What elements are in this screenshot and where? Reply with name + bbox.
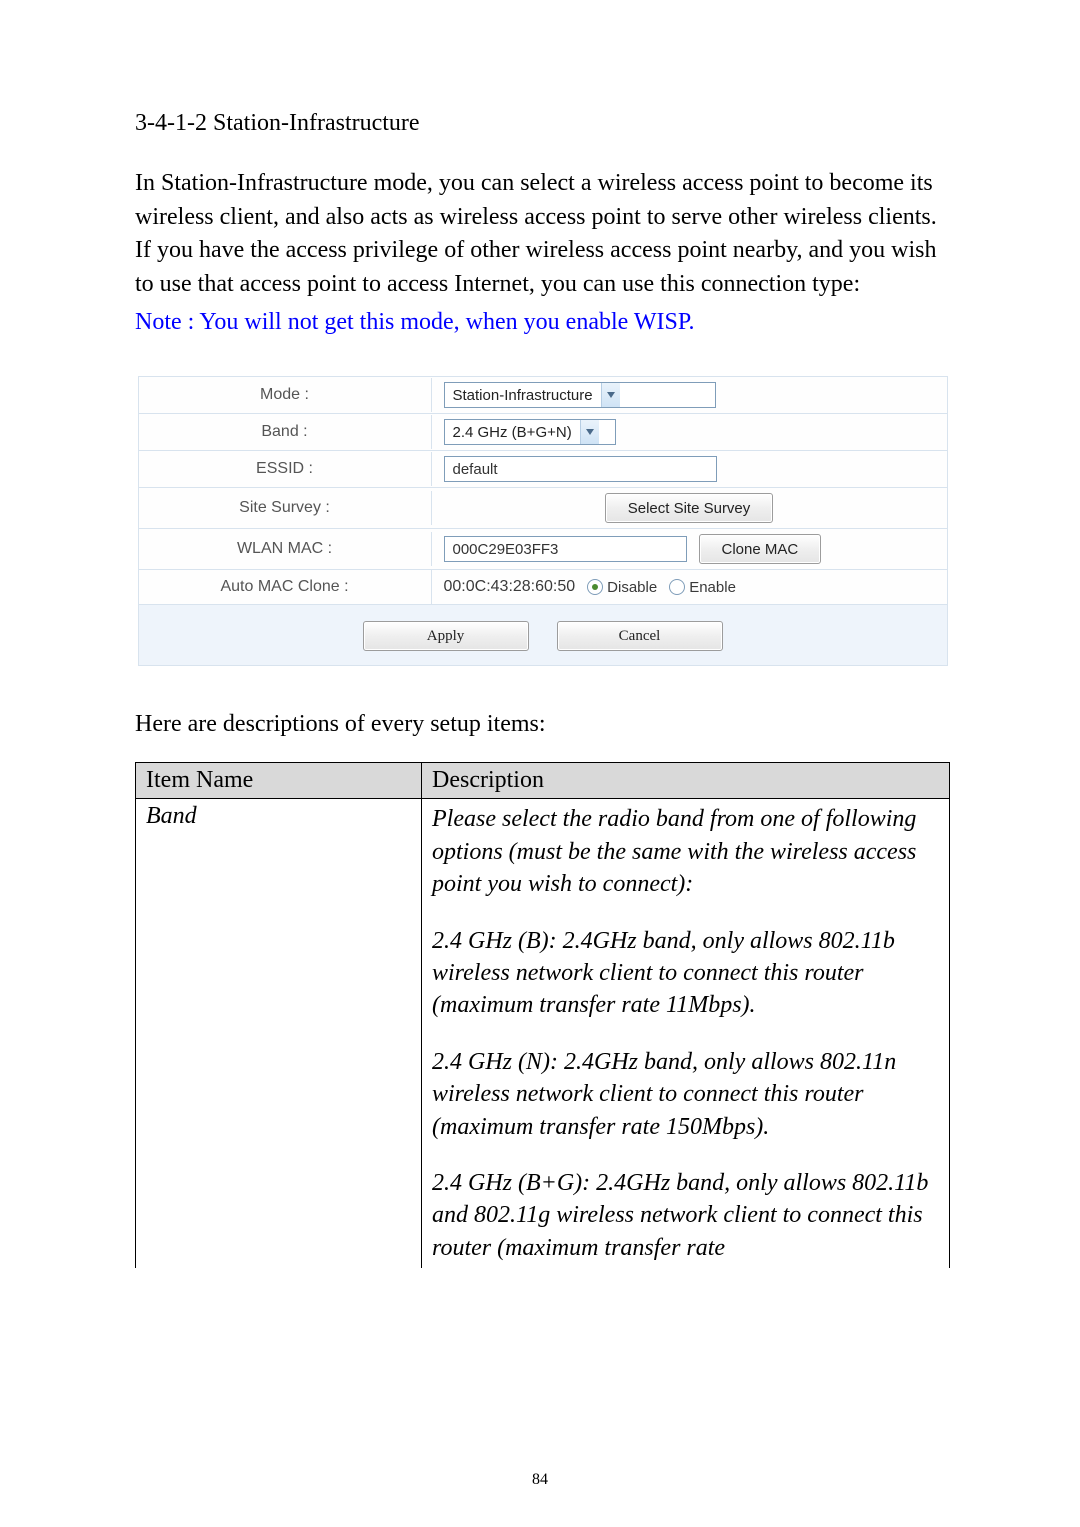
essid-input[interactable]: default — [444, 456, 717, 482]
chevron-down-icon — [601, 383, 620, 407]
enable-radio-label: Enable — [689, 579, 736, 596]
disable-radio-label: Disable — [607, 579, 657, 596]
mode-select-value: Station-Infrastructure — [445, 387, 601, 404]
essid-label: ESSID : — [139, 452, 432, 486]
settings-panel: Mode : Station-Infrastructure Band : 2.4… — [138, 376, 948, 605]
action-bar: Apply Cancel — [138, 605, 948, 666]
desc-p1: Please select the radio band from one of… — [432, 803, 939, 900]
table-header-name: Item Name — [136, 763, 422, 799]
enable-radio[interactable] — [669, 579, 685, 595]
intro-text: In Station-Infrastructure mode, you can … — [135, 167, 950, 301]
wlan-mac-label: WLAN MAC : — [139, 532, 432, 566]
clone-mac-button[interactable]: Clone MAC — [699, 534, 822, 564]
descriptions-intro: Here are descriptions of every setup ite… — [135, 711, 950, 738]
apply-button[interactable]: Apply — [363, 621, 529, 651]
items-table: Item Name Description Band Please select… — [135, 762, 950, 1268]
chevron-down-icon — [580, 420, 599, 444]
note-text: Note : You will not get this mode, when … — [135, 309, 950, 336]
band-select-value: 2.4 GHz (B+G+N) — [445, 424, 580, 441]
desc-p3: 2.4 GHz (N): 2.4GHz band, only allows 80… — [432, 1046, 939, 1143]
table-header-desc: Description — [422, 763, 950, 799]
mode-select[interactable]: Station-Infrastructure — [444, 382, 716, 408]
cancel-button[interactable]: Cancel — [557, 621, 723, 651]
wlan-mac-input[interactable]: 000C29E03FF3 — [444, 536, 687, 562]
select-site-survey-button[interactable]: Select Site Survey — [605, 493, 774, 523]
mode-label: Mode : — [139, 378, 432, 412]
table-row-desc: Please select the radio band from one of… — [422, 799, 950, 1268]
disable-radio[interactable] — [587, 579, 603, 595]
band-label: Band : — [139, 415, 432, 449]
section-heading: 3-4-1-2 Station-Infrastructure — [135, 110, 950, 137]
auto-mac-clone-label: Auto MAC Clone : — [139, 570, 432, 604]
auto-mac-clone-value: 00:0C:43:28:60:50 — [444, 578, 576, 596]
desc-p2: 2.4 GHz (B): 2.4GHz band, only allows 80… — [432, 925, 939, 1022]
desc-p4: 2.4 GHz (B+G): 2.4GHz band, only allows … — [432, 1167, 939, 1264]
band-select[interactable]: 2.4 GHz (B+G+N) — [444, 419, 616, 445]
site-survey-label: Site Survey : — [139, 491, 432, 525]
page-number: 84 — [0, 1471, 1080, 1489]
table-row-name: Band — [136, 799, 422, 1268]
